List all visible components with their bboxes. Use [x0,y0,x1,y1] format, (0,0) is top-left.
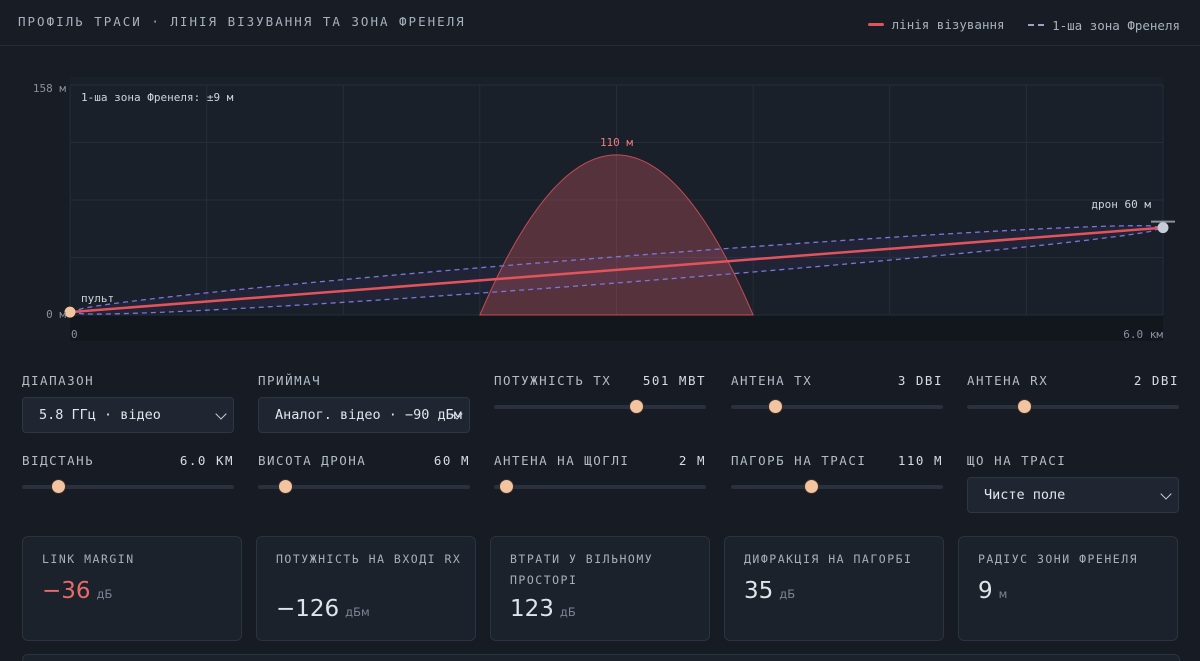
hill-slider[interactable] [731,479,943,495]
hill-value: 110 М [897,453,943,468]
terrain-type-select[interactable]: Чисте поле [967,477,1179,513]
tx-antenna-label: АНТЕНА TX [731,373,813,388]
card-label: ВТРАТИ У ВІЛЬНОМУ ПРОСТОРІ [510,552,654,587]
distance-label: ВІДСТАНЬ [22,453,95,468]
range-select-value: 5.8 ГГц · відео [39,407,161,423]
mast-antenna-value: 2 М [678,453,706,468]
terrain-type-label: ЩО НА ТРАСІ [967,453,1067,468]
card-label: ПОТУЖНІСТЬ НА ВХОДІ RX [276,552,462,566]
range-label: ДІАПАЗОН [22,373,95,388]
rx-antenna-label: АНТЕНА RX [967,373,1049,388]
slider-thumb[interactable] [768,399,784,414]
tx-power-label: ПОТУЖНІСТЬ TX [494,373,612,388]
card-value: 35 дБ [744,578,795,604]
card-label: РАДІУС ЗОНИ ФРЕНЕЛЯ [978,552,1139,566]
legend-label-line-of-sight: лінія візування [891,17,1005,32]
card-unit: дБ [559,605,576,619]
x-tick-end: 6.0 км [1123,328,1163,341]
ground-band [70,315,1163,341]
card-number: −36 [42,578,91,604]
legend-item-line-of-sight: лінія візування [867,17,1005,32]
card-value: 123 дБ [510,596,576,622]
card-unit: дБм [345,605,370,619]
receiver-select-value: Аналог. відео · −90 дБм [275,407,462,423]
mast-antenna-label: АНТЕНА НА ЩОГЛІ [494,453,630,468]
slider-track [731,485,943,489]
receiver-select[interactable]: Аналог. відео · −90 дБм [258,397,470,433]
page-title: ПРОФІЛЬ ТРАСИ · ЛІНІЯ ВІЗУВАННЯ ТА ЗОНА … [18,14,466,29]
slider-thumb[interactable] [804,479,820,494]
fresnel-radius-annotation: 1-ша зона Френеля: ±9 м [81,91,234,104]
tx-power-slider[interactable] [494,399,706,415]
line-of-sight [69,226,1164,314]
card-number: 123 [510,596,554,622]
slider-track [494,405,706,409]
card-value: −36 дБ [42,578,112,604]
receiver-label: ПРИЙМАЧ [258,373,322,388]
chevron-down-icon [1160,488,1172,500]
legend-item-fresnel: 1-ша зона Френеля [1028,18,1180,33]
card-unit: м [998,587,1008,601]
card-unit: дБ [779,587,796,601]
drone-label: дрон 60 м [1091,198,1151,211]
slider-track [494,485,706,489]
distance-value: 6.0 КМ [179,453,234,468]
slider-thumb[interactable] [1016,399,1032,414]
x-tick-start: 0 [71,328,78,341]
console-point [64,306,76,318]
dashed-line-swatch-icon [1028,24,1045,26]
chevron-down-icon [215,408,227,420]
slider-track [22,485,234,489]
console-label: пульт [81,292,114,305]
slider-track [967,405,1179,409]
slider-track [258,485,470,489]
distance-slider[interactable] [22,479,234,495]
drone-point [1157,222,1169,234]
hill-label: ПАГОРБ НА ТРАСІ [731,453,867,468]
drone-height-label: ВИСОТА ДРОНА [258,453,367,468]
terrain-type-select-value: Чисте поле [984,487,1066,503]
card-unit: дБ [96,587,113,601]
y-tick-top: 158 м [33,82,66,95]
card-number: 35 [744,578,774,604]
fresnel-upper-boundary [69,225,1164,313]
card-label: LINK MARGIN [42,552,135,566]
drone-height-value: 60 М [433,453,470,468]
tx-power-value: 501 МВТ [642,373,706,388]
path-profile-chart: 158 м 0 м 0 6.0 км 1-ша зона Френеля: ±9… [0,47,1200,342]
slider-track [731,405,943,409]
hill-diffraction-card: ДИФРАКЦІЯ НА ПАГОРБІ 35 дБ [724,536,944,641]
rx-antenna-slider[interactable] [967,399,1179,415]
drone-height-slider[interactable] [258,479,470,495]
mast-antenna-slider[interactable] [494,479,706,495]
card-number: −126 [276,596,340,622]
fresnel-lower-boundary [69,227,1164,315]
tx-antenna-slider[interactable] [731,399,943,415]
free-space-loss-card: ВТРАТИ У ВІЛЬНОМУ ПРОСТОРІ 123 дБ [490,536,710,641]
slider-thumb[interactable] [628,399,644,414]
card-label: ДИФРАКЦІЯ НА ПАГОРБІ [744,552,913,566]
card-number: 9 [978,578,993,604]
rx-input-power-card: ПОТУЖНІСТЬ НА ВХОДІ RX −126 дБм [256,536,476,641]
hill-peak-label: 110 м [600,136,633,149]
y-tick-bottom: 0 м [46,308,66,321]
slider-thumb[interactable] [50,479,66,494]
card-value: −126 дБм [276,596,370,622]
rx-antenna-value: 2 DBI [1133,373,1179,388]
next-panel-edge [22,654,1180,661]
range-select[interactable]: 5.8 ГГц · відео [22,397,234,433]
slider-thumb[interactable] [278,479,294,494]
link-margin-card: LINK MARGIN −36 дБ [22,536,242,641]
chart-legend: лінія візування 1-ша зона Френеля [852,14,1180,33]
chart-svg: 158 м 0 м 0 6.0 км 1-ша зона Френеля: ±9… [33,77,1175,341]
line-swatch-icon [867,23,884,26]
legend-label-fresnel: 1-ша зона Френеля [1052,17,1180,33]
tx-antenna-value: 3 DBI [897,373,943,388]
slider-thumb[interactable] [499,479,515,494]
header: ПРОФІЛЬ ТРАСИ · ЛІНІЯ ВІЗУВАННЯ ТА ЗОНА … [0,0,1200,46]
